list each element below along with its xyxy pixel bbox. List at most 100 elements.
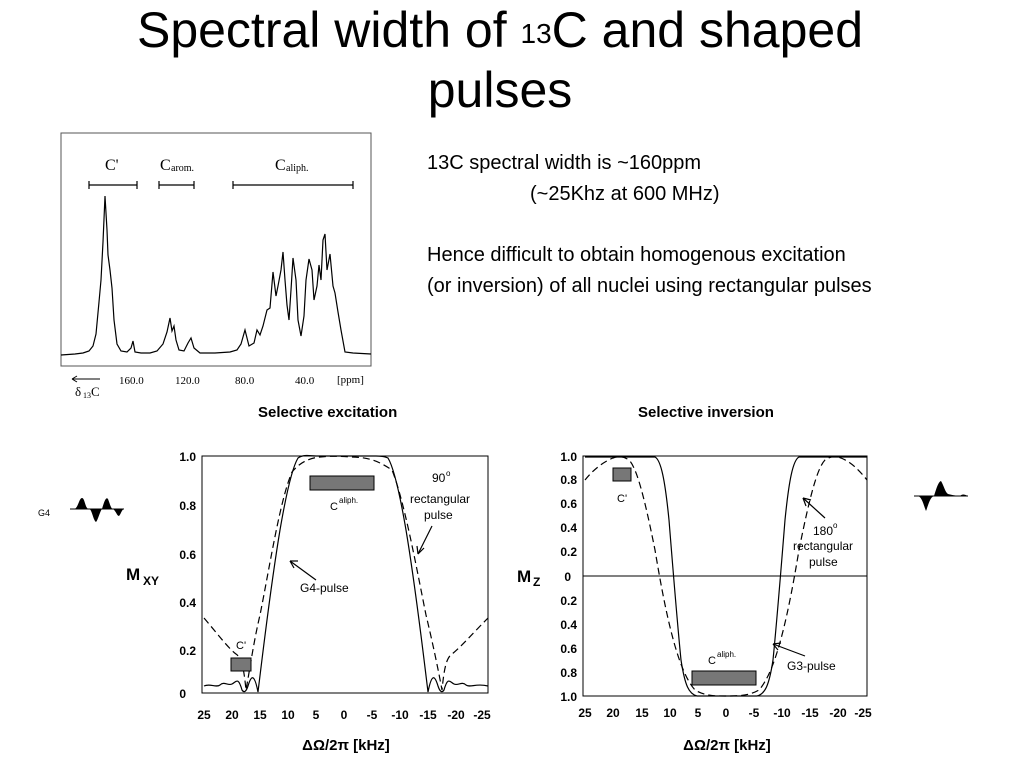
ann-90-pulse: pulse — [424, 508, 453, 522]
inv-ytick: 0.6 — [560, 642, 577, 656]
exc-ytick: 1.0 — [179, 450, 196, 464]
exc-xtick: 15 — [253, 708, 267, 722]
caliph-region-box — [309, 475, 375, 491]
inv-ytick: 1.0 — [560, 690, 577, 704]
ann-180-deg: o — [833, 521, 838, 530]
spectrum-axis-label-c: C — [91, 384, 100, 399]
inversion-ylabel: M — [517, 567, 531, 586]
inv-cprime-label: C' — [617, 493, 627, 505]
inv-ytick: 0.6 — [560, 497, 577, 511]
exc-xtick: 10 — [281, 708, 295, 722]
text-line-4: (or inversion) of all nuclei using recta… — [427, 275, 872, 297]
spectrum-tick-160: 160.0 — [119, 375, 144, 387]
exc-ytick: 0 — [179, 687, 186, 701]
inversion-title: Selective inversion — [638, 404, 774, 421]
inv-xtick: -10 — [773, 706, 791, 720]
spectrum-axis-label: δ — [75, 384, 81, 399]
inv-xtick: 25 — [578, 706, 592, 720]
ann-90-rect: rectangular — [410, 492, 470, 506]
ann-90-arrow — [416, 525, 433, 555]
text-line-3: Hence difficult to obtain homogenous exc… — [427, 244, 846, 266]
spectrum-axis-arrow — [71, 375, 100, 383]
region-brackets — [88, 181, 354, 189]
label-caliph: C — [275, 157, 286, 174]
ann-g4-pulse: G4-pulse — [300, 581, 349, 595]
excitation-xlabel: ΔΩ/2π [kHz] — [302, 737, 390, 754]
exc-xtick: -10 — [391, 708, 409, 722]
ann-90-deg: o — [446, 469, 451, 478]
spectrum-tick-120: 120.0 — [175, 375, 200, 387]
title-superscript: 13 — [520, 18, 552, 49]
exc-cprime-label: C' — [236, 640, 246, 652]
slide-title: Spectral width of 13C and shaped pulses — [0, 0, 1000, 120]
exc-ytick: 0.4 — [179, 596, 196, 610]
label-caliph-sub: aliph. — [286, 163, 309, 174]
spectrum-axis-label-sub: 13 — [83, 391, 91, 400]
inv-xtick: 20 — [606, 706, 620, 720]
text-line-1: 13C spectral width is ~160ppm — [427, 152, 702, 174]
exc-xtick: 5 — [313, 708, 320, 722]
inv-caliph-box — [691, 670, 757, 686]
inv-ytick: 0.8 — [560, 473, 577, 487]
inv-cprime-box — [612, 467, 632, 482]
exc-ytick: 0.2 — [179, 644, 196, 658]
ann-g4-arrow — [289, 560, 317, 581]
spectrum-tick-80: 80.0 — [235, 375, 255, 387]
inv-ytick: 0.4 — [560, 521, 577, 535]
ann-g3-arrow — [772, 642, 806, 657]
inversion-x-ticks: 25 20 15 10 5 0 -5 -10 -15 -20 -25 — [578, 706, 872, 720]
inv-caliph-label: C — [708, 655, 716, 667]
exc-xtick: -20 — [447, 708, 465, 722]
label-cprime: C' — [105, 157, 119, 174]
excitation-y-ticks: 1.0 0.8 0.6 0.4 0.2 0 — [179, 450, 196, 701]
inv-ytick: 0.8 — [560, 666, 577, 680]
ann-180-arrow — [802, 497, 826, 519]
g4-tag: G4 — [38, 508, 50, 518]
label-carom: C — [160, 157, 171, 174]
g3-pulse-curve — [585, 456, 867, 697]
inv-caliph-sup: aliph. — [717, 650, 736, 659]
inv-xtick: -15 — [801, 706, 819, 720]
inv-xtick: 10 — [663, 706, 677, 720]
g3-pulse-shape-icon — [914, 481, 968, 511]
exc-ytick: 0.6 — [179, 548, 196, 562]
inversion-xlabel: ΔΩ/2π [kHz] — [683, 737, 771, 754]
inv-xtick: -20 — [829, 706, 847, 720]
text-line-2: (~25Khz at 600 MHz) — [530, 183, 720, 205]
cprime-region-box — [230, 657, 252, 672]
exc-xtick: 20 — [225, 708, 239, 722]
title-line-2: pulses — [427, 62, 573, 118]
inv-ytick: 0.2 — [560, 545, 577, 559]
inv-ytick: 0.4 — [560, 618, 577, 632]
exc-caliph-sup: aliph. — [339, 496, 358, 505]
inv-ytick: 0.2 — [560, 594, 577, 608]
excitation-title: Selective excitation — [258, 404, 398, 421]
exc-xtick: -5 — [367, 708, 378, 722]
inversion-y-ticks: 1.0 0.8 0.6 0.4 0.2 0 0.2 0.4 0.6 0.8 1.… — [560, 450, 577, 704]
ann-180-rect: rectangular — [793, 539, 853, 553]
ann-g3-pulse: G3-pulse — [787, 659, 836, 673]
excitation-ylabel-sub: XY — [143, 574, 159, 588]
g4-pulse-shape-icon: G4 — [38, 498, 124, 522]
ann-180: 180 — [813, 524, 833, 538]
spectrum-frame — [60, 132, 372, 367]
exc-xtick: -15 — [419, 708, 437, 722]
inv-xtick: 15 — [635, 706, 649, 720]
exc-xtick: 0 — [341, 708, 348, 722]
label-carom-sub: arom. — [171, 163, 194, 174]
c13-spectrum-figure: C' C arom. C aliph. 160.0 120.0 80.0 40.… — [60, 132, 372, 400]
exc-xtick: -25 — [473, 708, 491, 722]
inversion-plot: 1.0 0.8 0.6 0.4 0.2 0 0.2 0.4 0.6 0.8 1.… — [517, 450, 872, 754]
ann-90: 90 — [432, 471, 446, 485]
spectrum-trace — [60, 195, 372, 356]
ann-180-pulse: pulse — [809, 555, 838, 569]
spectrum-unit: [ppm] — [337, 374, 364, 386]
inv-xtick: -5 — [749, 706, 760, 720]
inv-xtick: 0 — [723, 706, 730, 720]
excitation-plot: 1.0 0.8 0.6 0.4 0.2 0 25 20 15 10 5 0 -5… — [126, 450, 491, 754]
exc-xtick: 25 — [197, 708, 211, 722]
exc-caliph-label: C — [330, 501, 338, 513]
spectrum-tick-40: 40.0 — [295, 375, 315, 387]
g4-pulse-curve — [203, 454, 489, 693]
excitation-x-ticks: 25 20 15 10 5 0 -5 -10 -15 -20 -25 — [197, 708, 491, 722]
